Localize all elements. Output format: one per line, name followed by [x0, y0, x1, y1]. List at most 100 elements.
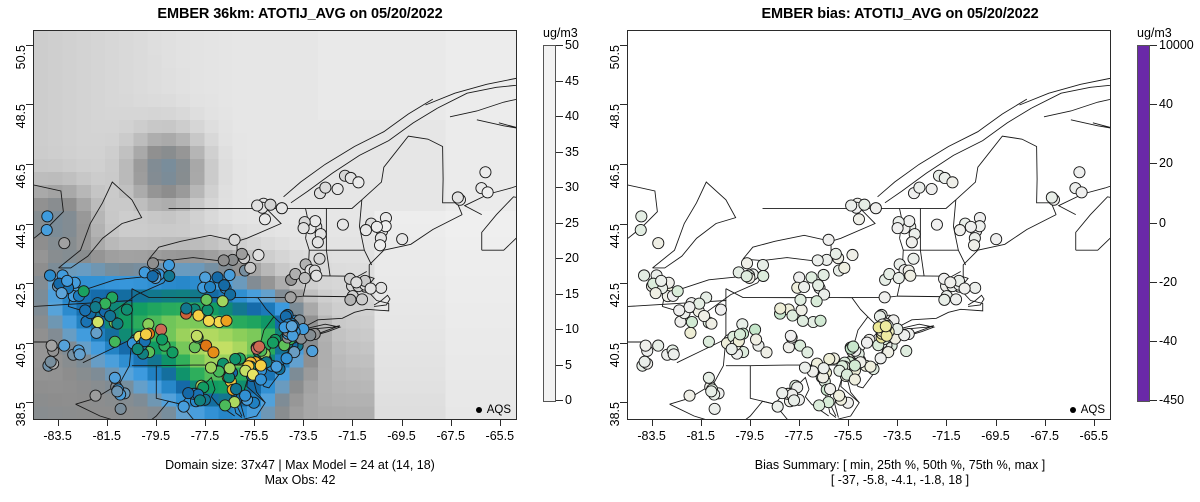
colorbar-tick-label: 20 — [1159, 156, 1173, 171]
caption-model: Domain size: 37x47 | Max Model = 24 at (… — [0, 458, 600, 488]
aqs-bias-markers[interactable] — [634, 166, 1088, 415]
colorbar-unit-label: ug/m3 — [1137, 26, 1172, 40]
y-tick-label: 42.5 — [608, 283, 622, 308]
x-tickmark — [401, 420, 403, 426]
x-tick-label: -69.5 — [387, 429, 416, 443]
panel-model: EMBER 36km: ATOTIJ_AVG on 05/20/2022 AQS… — [0, 6, 600, 488]
y-tick-label: 48.5 — [608, 104, 622, 129]
y-tick-label: 38.5 — [608, 402, 622, 427]
x-tick-label: -83.5 — [637, 429, 666, 443]
colorbar-tick-label: -20 — [1159, 274, 1178, 289]
x-tickmark — [57, 420, 59, 426]
colorbar-tick-label: 30 — [565, 180, 579, 194]
caption-line-2: Max Obs: 42 — [264, 473, 336, 487]
x-tickmark — [651, 420, 653, 426]
x-tickmark — [352, 420, 354, 426]
caption-line-1: Domain size: 37x47 | Max Model = 24 at (… — [165, 458, 435, 472]
colorbar-tick-label: 35 — [565, 144, 579, 159]
x-tickmark — [303, 420, 305, 426]
panel-title-bias: EMBER bias: ATOTIJ_AVG on 05/20/2022 — [761, 6, 1039, 22]
caption-line-1: Bias Summary: [ min, 25th %, 50th %, 75t… — [754, 458, 1046, 472]
y-tick-label: 44.5 — [608, 223, 622, 248]
colorbar-tick-label: 15 — [565, 286, 579, 301]
aqs-legend-label: AQS — [486, 404, 511, 416]
x-tickmark — [848, 420, 850, 426]
x-tickmark — [1093, 420, 1095, 426]
x-tickmark — [995, 420, 997, 426]
colorbar-tick-label: 25 — [565, 215, 579, 230]
colorbar-tickmark — [556, 222, 563, 224]
colorbar-tickmark — [556, 293, 563, 295]
y-tickmark — [26, 283, 33, 285]
y-tickmark — [620, 283, 627, 285]
colorbar-tickmark — [556, 45, 563, 46]
aqs-dot-icon — [1069, 407, 1076, 413]
aqs-legend-bias: AQS — [1069, 404, 1105, 416]
aqs-legend-model: AQS — [475, 404, 511, 416]
colorbar-tickmark — [1150, 222, 1157, 224]
y-tickmark — [620, 104, 627, 106]
y-tick-label: 44.5 — [14, 223, 28, 248]
colorbar-tick-label: 45 — [565, 73, 579, 88]
aqs-dot-icon — [475, 407, 482, 413]
y-tick-label: 50.5 — [14, 44, 28, 70]
map-canvas-model — [34, 31, 516, 419]
colorbar-tick-label: 40 — [565, 109, 579, 123]
x-tick-label: -81.5 — [92, 429, 121, 443]
colorbar-unit-label: ug/m3 — [543, 26, 578, 40]
colorbar-tickmark — [556, 151, 563, 153]
y-tickmark — [620, 402, 627, 404]
x-tick-label: -67.5 — [1030, 429, 1059, 443]
x-tick-label: -77.5 — [784, 429, 814, 443]
x-tick-label: -75.5 — [833, 429, 863, 443]
map-model: AQS — [33, 30, 517, 420]
y-tick-label: 42.5 — [14, 283, 28, 308]
colorbar-tickmark — [1150, 104, 1157, 106]
x-tickmark — [749, 420, 751, 426]
colorbar-tick-label: 20 — [565, 251, 579, 265]
y-tick-label: 38.5 — [14, 402, 28, 427]
y-tickmark — [26, 223, 33, 225]
x-tickmark — [499, 420, 501, 426]
panel-bias: EMBER bias: ATOTIJ_AVG on 05/20/2022 AQS… — [600, 0, 1200, 502]
colorbar-tickmark — [556, 400, 563, 401]
x-tick-label: -69.5 — [981, 429, 1010, 443]
y-tickmark — [620, 342, 627, 344]
colorbar-tick-label: -40 — [1159, 333, 1178, 348]
x-tickmark — [897, 420, 899, 426]
x-tickmark — [254, 420, 256, 426]
colorbar-tickmark — [556, 80, 563, 82]
y-tickmark — [26, 342, 33, 344]
x-tick-label: -73.5 — [883, 429, 912, 443]
x-tickmark — [155, 420, 157, 426]
colorbar-tick-label: 10 — [565, 322, 579, 336]
y-tickmark — [620, 44, 627, 46]
caption-line-2: [ -37, -5.8, -4.1, -1.8, 18 ] — [830, 473, 970, 487]
colorbar-tick-label: 5 — [565, 357, 572, 372]
colorbar-gradient — [543, 45, 556, 402]
y-tickmark — [26, 104, 33, 106]
map-bias: AQS — [627, 30, 1111, 420]
x-tick-label: -81.5 — [686, 429, 715, 443]
colorbar-tickmark — [1150, 45, 1157, 46]
x-tick-label: -71.5 — [932, 429, 961, 443]
x-tickmark — [700, 420, 702, 426]
x-tick-label: -65.5 — [485, 429, 515, 443]
panel-title-model: EMBER 36km: ATOTIJ_AVG on 05/20/2022 — [157, 6, 443, 22]
y-tick-label: 40.5 — [608, 342, 622, 367]
colorbar-tickmark — [1150, 281, 1157, 283]
x-tickmark — [450, 420, 452, 426]
x-tickmark — [799, 420, 800, 426]
aqs-monitor-markers[interactable] — [40, 166, 494, 415]
x-tick-label: -79.5 — [141, 429, 171, 443]
y-tickmark — [26, 164, 33, 165]
y-tickmark — [620, 164, 627, 165]
colorbar-tickmark — [556, 116, 563, 117]
colorbar-tickmark — [1150, 163, 1157, 165]
x-tick-label: -65.5 — [1079, 429, 1109, 443]
map-canvas-bias — [628, 77, 1110, 419]
x-tickmark — [205, 420, 206, 426]
colorbar-tickmark — [556, 258, 563, 259]
x-tick-label: -83.5 — [43, 429, 72, 443]
